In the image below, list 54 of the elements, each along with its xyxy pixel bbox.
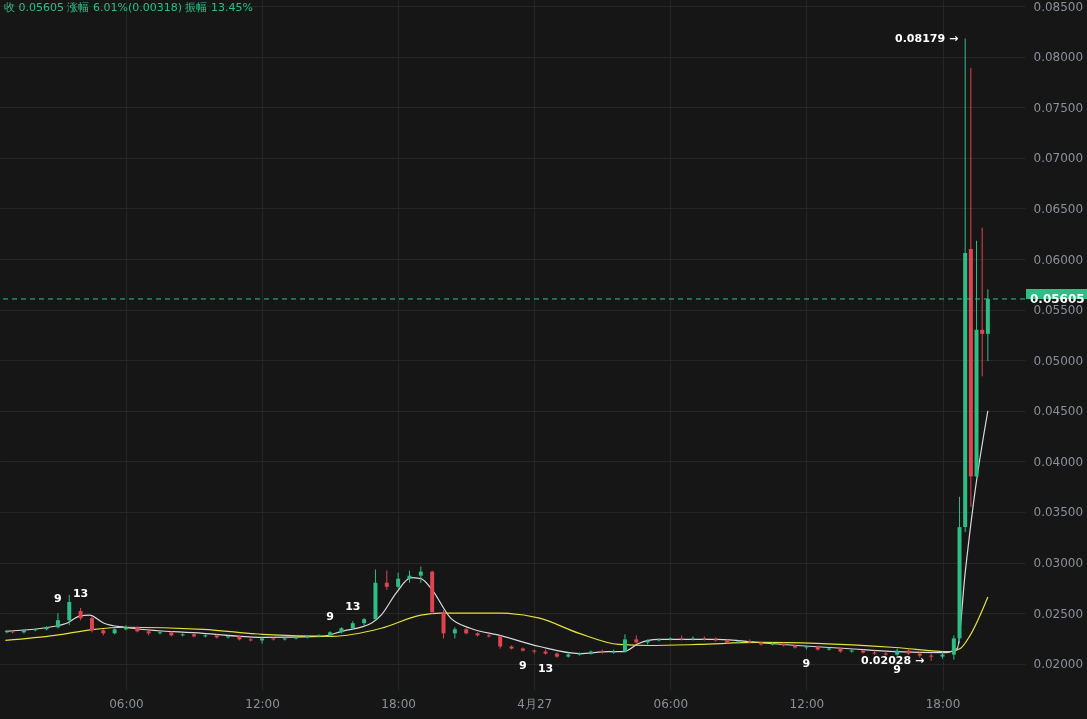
candlestick (793, 643, 798, 650)
y-tick-label: 0.03500 (1033, 505, 1084, 520)
candlestick (260, 636, 265, 644)
candlestick (55, 612, 60, 629)
candlestick (441, 609, 446, 639)
y-tick-label: 0.08500 (1033, 0, 1084, 14)
candlestick (588, 650, 593, 656)
y-tick-label: 0.03000 (1033, 556, 1084, 571)
candlestick (486, 632, 491, 638)
y-tick-label: 0.06000 (1033, 252, 1084, 267)
candlestick (452, 626, 457, 639)
candlestick (67, 594, 72, 626)
candlestick (861, 649, 866, 655)
annotation: 13 (345, 600, 361, 614)
candlestick (384, 570, 389, 591)
x-tick-label: 06:00 (109, 696, 144, 711)
annotation: 13 (72, 587, 89, 601)
y-tick-label: 0.04000 (1033, 454, 1084, 469)
x-tick-label: 06:00 (653, 696, 689, 711)
candlestick (622, 633, 627, 654)
x-tick-label: 4月27 (517, 696, 553, 711)
y-tick-label: 0.02500 (1033, 606, 1084, 621)
y-tick-label: 0.08000 (1033, 50, 1084, 65)
candlestick (656, 637, 661, 642)
x-tick-label: 12:00 (245, 696, 280, 711)
candlestick (294, 635, 299, 640)
candlestick (951, 634, 956, 661)
annotation: 0.08179 → (895, 31, 959, 45)
candlestick (725, 638, 730, 644)
y-tick-label: 0.05000 (1033, 353, 1084, 368)
y-tick-label: 0.06500 (1033, 201, 1084, 216)
candlestick (21, 628, 26, 634)
y-tick-label: 0.05500 (1033, 303, 1084, 318)
annotation: 9 (326, 610, 334, 624)
x-tick-label: 18:00 (925, 696, 961, 711)
chart-title: 收 0.05605 涨幅 6.01%(0.00318) 振幅 13.45% (4, 1, 253, 14)
y-tick-label: 0.02000 (1033, 657, 1084, 672)
x-tick-label: 18:00 (381, 696, 416, 711)
annotation: 9 (802, 656, 811, 670)
candlestick (123, 624, 128, 631)
y-tick-label: 0.07500 (1033, 100, 1084, 115)
candlestick (192, 632, 197, 638)
annotation: 13 (537, 661, 554, 675)
candlestick (759, 640, 764, 646)
x-tick-label: 12:00 (789, 696, 825, 711)
y-tick-label: 0.07000 (1033, 151, 1084, 166)
candlestick (691, 635, 696, 641)
annotation: 9 (54, 592, 62, 606)
y-tick-label: 0.04500 (1033, 404, 1084, 419)
candlestick (157, 630, 162, 635)
candlestick (520, 647, 525, 653)
candlestick (396, 572, 401, 590)
candlestick (226, 634, 231, 639)
annotation: 9 (519, 658, 527, 672)
